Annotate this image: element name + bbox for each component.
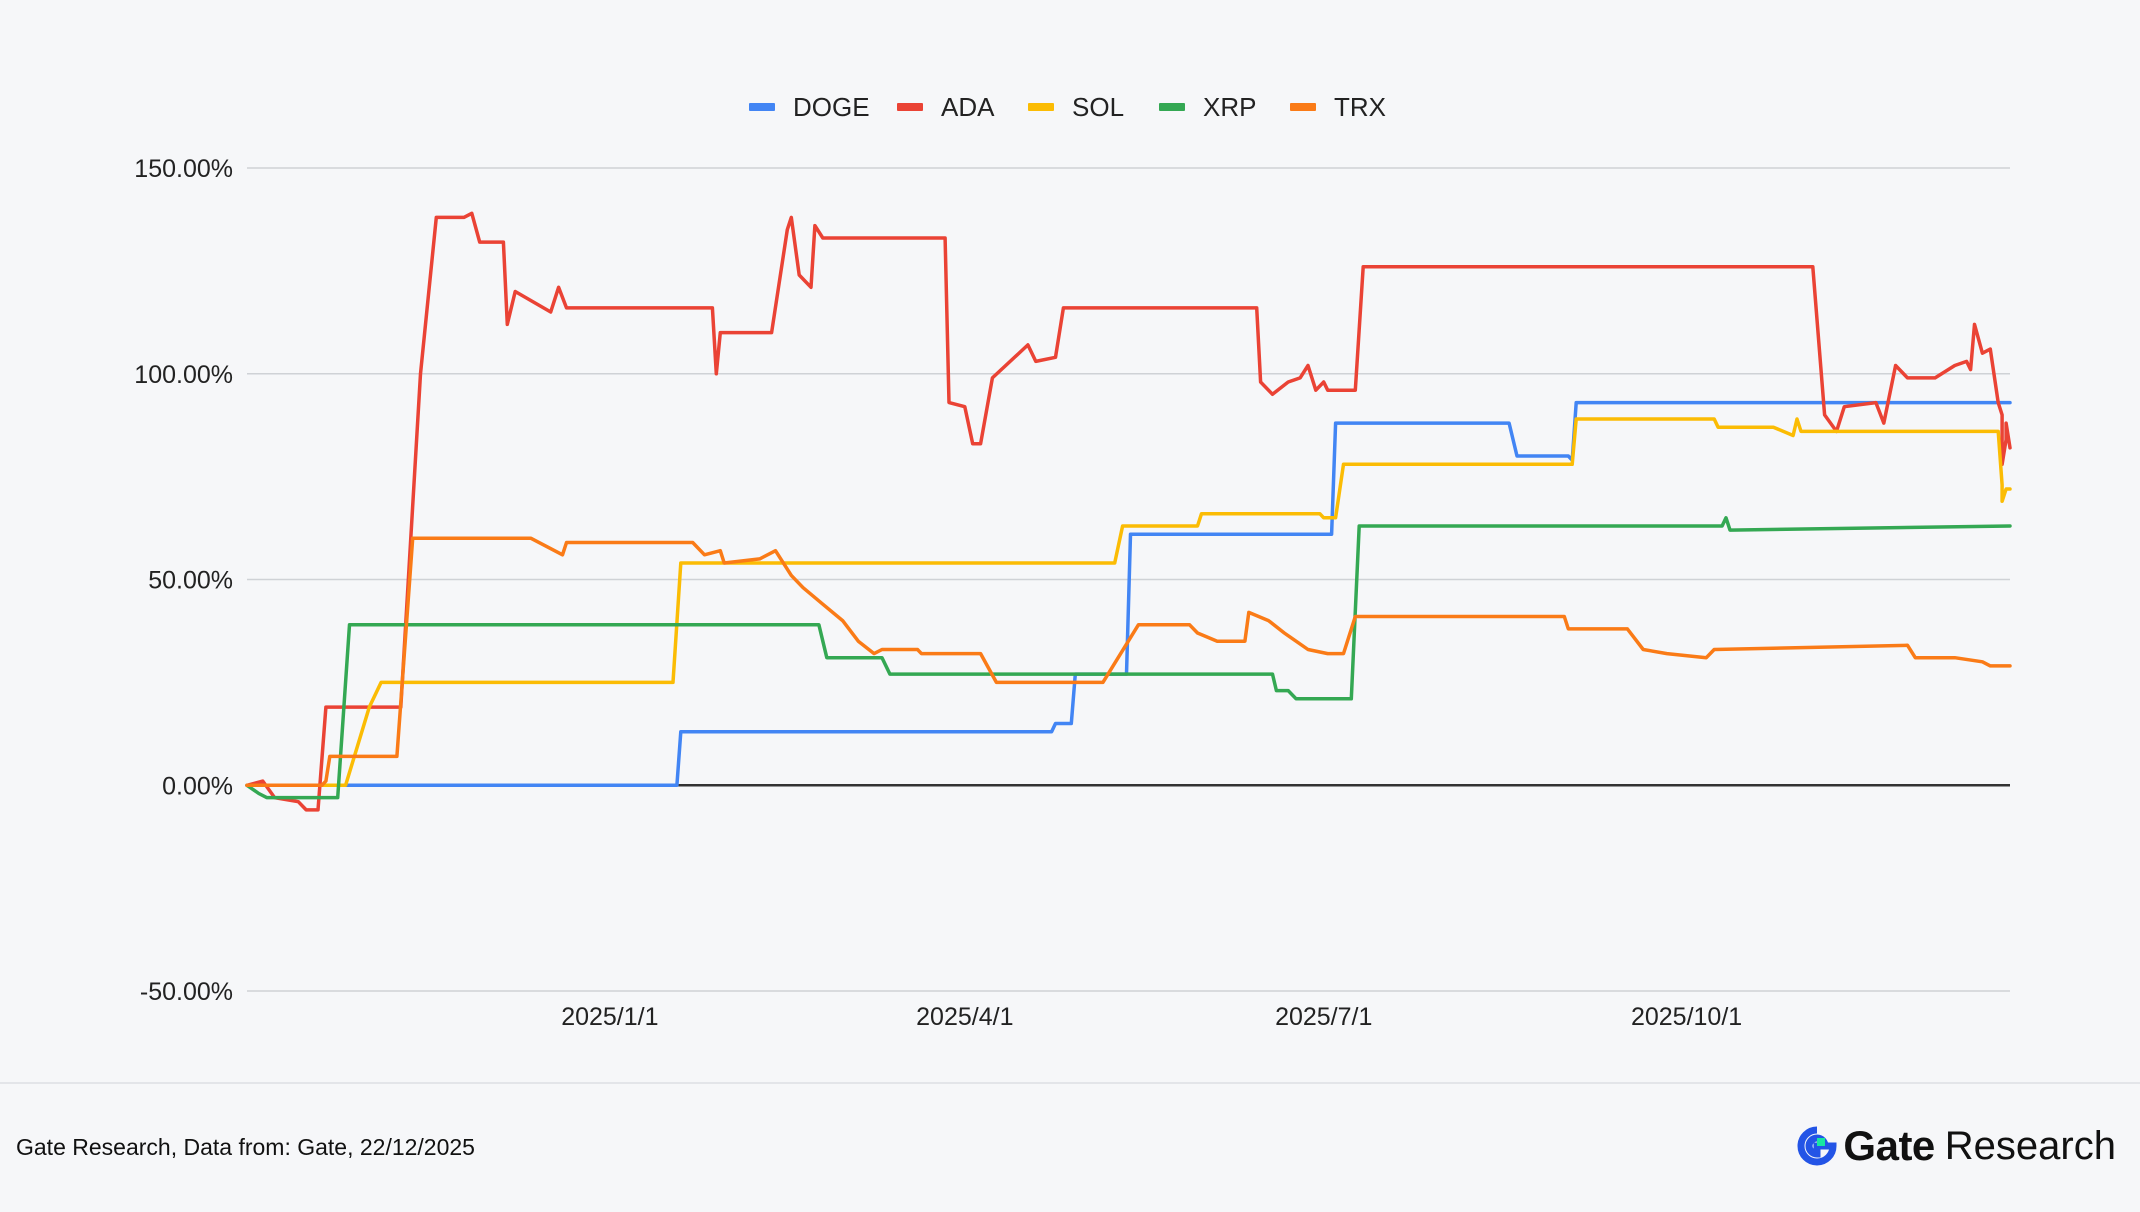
x-tick-label: 2025/7/1 [1275,1003,1372,1031]
legend-swatch [1290,103,1316,111]
brand-logo: Gate Research [1797,1120,2116,1172]
legend-item-ada[interactable]: ADA [897,92,995,122]
y-tick-label: 50.00% [148,567,233,595]
legend-item-trx[interactable]: TRX [1290,92,1386,122]
gate-logo-icon [1797,1126,1837,1166]
legend-item-sol[interactable]: SOL [1028,92,1124,122]
legend-item-xrp[interactable]: XRP [1159,92,1256,122]
x-tick-label: 2025/10/1 [1631,1003,1742,1031]
series-line-sol [245,417,2012,788]
legend-swatch [897,103,923,111]
legend-label: SOL [1072,92,1124,122]
axes: 150.00% 100.00% 50.00% 0.00% -50.00% 2025/1/1… [134,155,1742,1031]
series-line-ada [245,211,2012,812]
footer-divider [0,1082,2140,1084]
line-chart: 150.00% 100.00% 50.00% 0.00% -50.00% 2025/1/1… [134,92,2012,1031]
chart-area: 150.00% 100.00% 50.00% 0.00% -50.00% 2025/1/1… [134,92,2012,1031]
legend-label: DOGE [793,92,870,122]
legend-item-doge[interactable]: DOGE [749,92,870,122]
legend-swatch [1159,103,1185,111]
source-note: Gate Research, Data from: Gate, 22/12/20… [16,1134,475,1160]
legend-label: ADA [941,92,995,122]
series-line-doge [245,400,2012,788]
legend-label: TRX [1334,92,1386,122]
legend[interactable]: DOGE ADA SOL XRP TRX [749,92,1386,122]
legend-swatch [1028,103,1054,111]
brand-name: Gate [1843,1122,1935,1169]
series-lines [245,211,2012,812]
y-tick-label: 150.00% [134,155,233,183]
legend-label: XRP [1203,92,1256,122]
legend-swatch [749,103,775,111]
y-tick-label: 0.00% [162,772,233,800]
series-line-trx [245,536,2012,788]
y-tick-label: 100.00% [134,361,233,389]
series-line-xrp [245,516,2012,800]
x-tick-label: 2025/4/1 [916,1003,1013,1031]
x-tick-label: 2025/1/1 [561,1003,658,1031]
brand-subtitle: Research [1944,1123,2116,1168]
y-tick-label: -50.00% [140,978,233,1006]
